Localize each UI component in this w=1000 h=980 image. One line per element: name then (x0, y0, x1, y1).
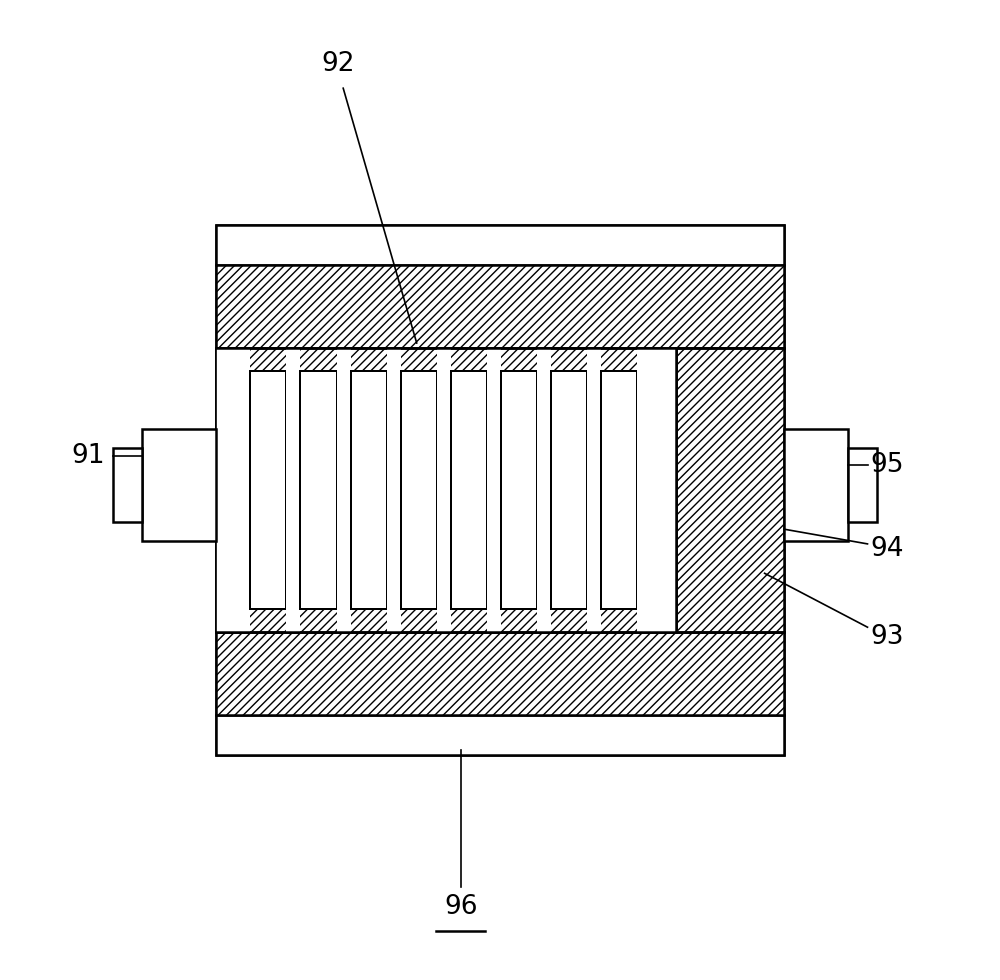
Text: 93: 93 (870, 624, 904, 650)
Bar (216, 632, 784, 715)
Bar (487, 348, 501, 632)
Bar (676, 348, 784, 632)
Text: 92: 92 (322, 51, 355, 76)
Bar (216, 348, 676, 632)
Bar (216, 225, 784, 755)
Text: 96: 96 (444, 894, 478, 919)
Bar (216, 715, 784, 755)
Bar (551, 370, 587, 610)
Text: 95: 95 (870, 453, 904, 478)
Text: 94: 94 (870, 536, 904, 562)
Bar (637, 348, 676, 632)
Bar (601, 370, 637, 610)
Bar (300, 370, 337, 610)
Bar (501, 370, 537, 610)
Text: 91: 91 (72, 443, 105, 468)
Bar (286, 348, 300, 632)
Bar (351, 370, 387, 610)
Bar (401, 370, 437, 610)
Bar (216, 348, 250, 632)
Bar (387, 348, 401, 632)
Bar (451, 370, 487, 610)
Bar (587, 348, 601, 632)
Bar (337, 348, 351, 632)
Bar (216, 225, 784, 265)
Bar (142, 429, 216, 541)
Bar (848, 449, 877, 521)
Bar (784, 429, 848, 541)
Bar (216, 265, 784, 348)
Bar (113, 449, 142, 521)
Bar (437, 348, 451, 632)
Bar (537, 348, 551, 632)
Bar (250, 370, 286, 610)
